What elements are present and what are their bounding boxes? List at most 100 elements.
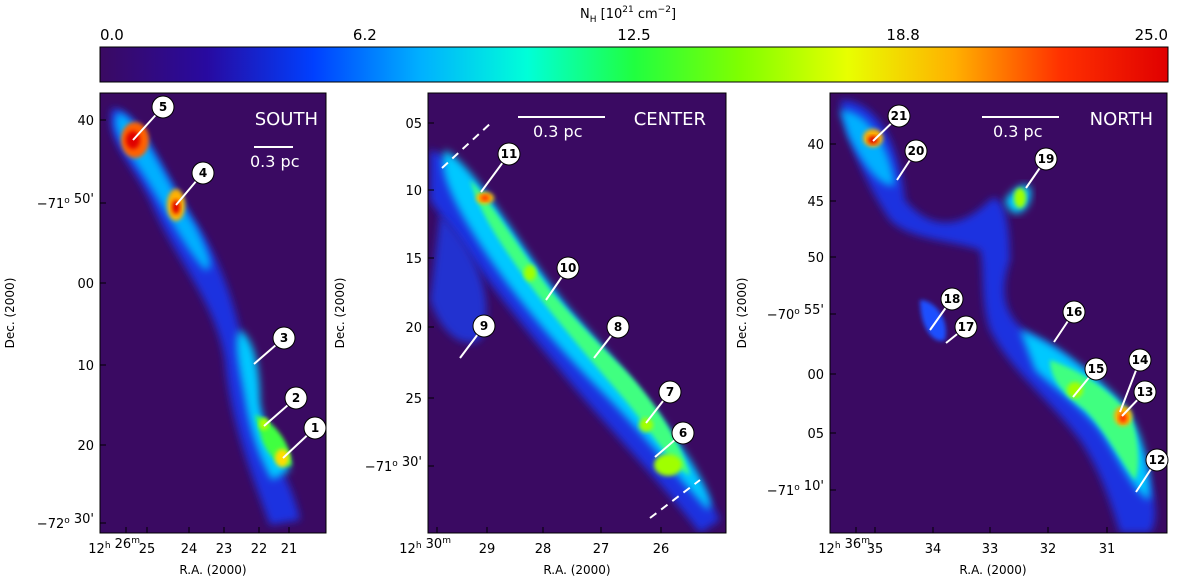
- core-marker-4: 4: [175, 161, 215, 206]
- core-marker-2: 2: [263, 386, 308, 427]
- core-label: 20: [908, 144, 925, 158]
- y-tick-label: 45: [807, 195, 824, 210]
- y-tick-label: 40: [77, 114, 94, 129]
- y-tick-label: 00: [77, 277, 94, 292]
- x-tick-label: 22: [251, 542, 268, 557]
- y-tick-label: 40: [807, 138, 824, 153]
- y-tick-label: 20: [405, 321, 422, 336]
- core-marker-9: 9: [459, 314, 496, 359]
- core-label: 7: [666, 385, 674, 399]
- x-tick-label: 29: [479, 542, 496, 557]
- y-tick-label: 05: [807, 427, 824, 442]
- core-marker-14: 14: [1119, 348, 1152, 413]
- y-tick-label: −71o 30': [365, 455, 422, 475]
- core-marker-8: 8: [593, 315, 630, 359]
- core-label: 15: [1088, 362, 1105, 376]
- center-core-markers: 6 7 8 9 10 11: [459, 142, 695, 458]
- core-marker-17: 17: [945, 315, 978, 344]
- x-tick-label: 33: [982, 542, 999, 557]
- panel-north-title: NORTH: [1090, 109, 1153, 130]
- core-label: 6: [679, 426, 687, 440]
- core-label: 2: [292, 391, 300, 405]
- x-tick-label: 24: [181, 542, 198, 557]
- y-tick-label: 25: [405, 392, 422, 407]
- y-tick-label: −70o 55': [767, 303, 824, 323]
- y-tick-label: −71o 10': [767, 479, 824, 499]
- x-tick-label: 21: [281, 542, 298, 557]
- core-label: 11: [501, 147, 518, 161]
- center-scale-label: 0.3 pc: [533, 122, 582, 141]
- center-filament-dash-top: [441, 121, 493, 169]
- x-tick-label: 27: [593, 542, 610, 557]
- core-label: 17: [958, 320, 975, 334]
- core-marker-10: 10: [545, 256, 580, 301]
- y-tick-label: 00: [807, 368, 824, 383]
- core-label: 12: [1149, 453, 1166, 467]
- south-ylabel: Dec. (2000): [3, 278, 17, 349]
- x-tick-label: 12h 26m: [88, 536, 140, 557]
- core-label: 14: [1132, 353, 1149, 367]
- center-map: [430, 150, 720, 533]
- south-xlabel: R.A. (2000): [179, 563, 246, 577]
- core-marker-12: 12: [1135, 448, 1169, 493]
- y-tick-label: 50: [807, 251, 824, 266]
- panel-south-title: SOUTH: [255, 109, 318, 130]
- core-marker-11: 11: [480, 142, 521, 193]
- y-tick-label: 10: [77, 359, 94, 374]
- y-tick-label: 15: [405, 252, 422, 267]
- colorbar-gradient: [99, 46, 1169, 83]
- core-label: 19: [1038, 152, 1055, 166]
- y-tick-label: −72o 30': [37, 512, 94, 532]
- x-tick-label: 25: [139, 542, 156, 557]
- core-marker-20: 20: [896, 139, 928, 181]
- y-tick-label: 20: [77, 439, 94, 454]
- south-map: [110, 108, 300, 525]
- core-label: 3: [280, 331, 288, 345]
- x-tick-label: 35: [867, 542, 884, 557]
- x-tick-label: 12h 30m: [399, 536, 451, 557]
- colorbar-tick-label: 18.8: [886, 26, 919, 44]
- north-core-markers: 12 13 14 15 16 17 18 19 20 21: [872, 104, 1169, 493]
- north-ylabel: Dec. (2000): [735, 278, 749, 349]
- x-tick-label: 26: [653, 542, 670, 557]
- x-tick-label: 32: [1040, 542, 1057, 557]
- x-tick-label: 23: [216, 542, 233, 557]
- x-tick-label: 31: [1099, 542, 1116, 557]
- core-label: 8: [614, 320, 622, 334]
- colorbar: NH [1021 cm−2] 0.0 6.2 12.5 18.8 25.0: [99, 5, 1169, 83]
- panel-center: CENTER 0.3 pc 12h 30m 29 28 27 26 05 10 15 20 25 −…: [333, 92, 727, 577]
- core-marker-15: 15: [1072, 357, 1108, 398]
- core-label: 18: [944, 292, 961, 306]
- core-label: 9: [480, 319, 488, 333]
- core-marker-18: 18: [929, 287, 964, 331]
- core-marker-6: 6: [654, 421, 695, 458]
- north-scale-label: 0.3 pc: [993, 122, 1042, 141]
- x-tick-label: 34: [925, 542, 942, 557]
- center-filament-dash-bottom: [649, 479, 701, 519]
- x-tick-label: 12h 36m: [818, 536, 870, 557]
- south-scale-label: 0.3 pc: [250, 152, 299, 171]
- core-label: 16: [1066, 305, 1083, 319]
- center-xlabel: R.A. (2000): [543, 563, 610, 577]
- core-label: 10: [560, 261, 577, 275]
- colorbar-tick-labels: 0.0 6.2 12.5 18.8 25.0: [100, 26, 1168, 44]
- core-label: 4: [199, 166, 207, 180]
- core-marker-13: 13: [1121, 380, 1157, 417]
- north-xlabel: R.A. (2000): [959, 563, 1026, 577]
- core-marker-21: 21: [872, 104, 911, 142]
- colorbar-tick-label: 0.0: [100, 26, 124, 44]
- core-marker-19: 19: [1025, 147, 1058, 189]
- panel-center-title: CENTER: [634, 109, 706, 130]
- core-marker-7: 7: [645, 380, 682, 424]
- core-label: 5: [159, 100, 167, 114]
- x-tick-label: 28: [535, 542, 552, 557]
- center-ylabel: Dec. (2000): [333, 278, 347, 349]
- y-tick-label: 05: [405, 117, 422, 132]
- core-marker-1: 1: [282, 416, 327, 459]
- core-label: 13: [1137, 385, 1154, 399]
- core-marker-3: 3: [253, 326, 296, 365]
